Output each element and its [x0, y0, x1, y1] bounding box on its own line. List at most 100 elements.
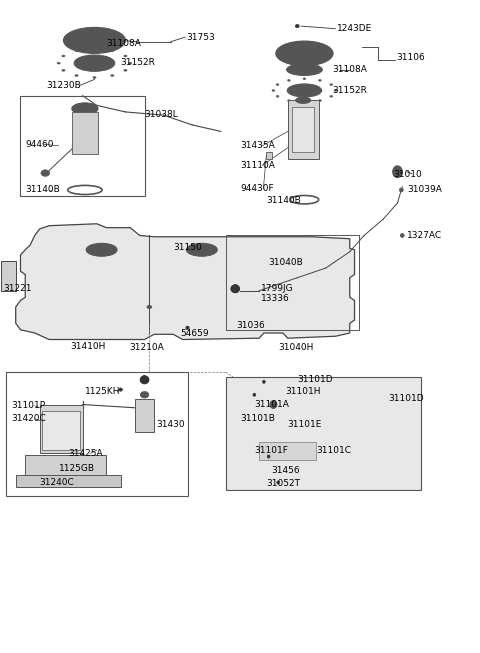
Ellipse shape	[291, 86, 318, 95]
Ellipse shape	[400, 172, 402, 174]
Ellipse shape	[276, 95, 279, 97]
Ellipse shape	[287, 84, 322, 97]
Text: A: A	[141, 375, 148, 385]
Text: 31040H: 31040H	[278, 343, 313, 352]
Ellipse shape	[191, 245, 213, 255]
Ellipse shape	[400, 234, 404, 238]
Text: 94430F: 94430F	[240, 184, 274, 193]
Ellipse shape	[75, 74, 78, 76]
Text: 31108A: 31108A	[332, 65, 367, 74]
Ellipse shape	[330, 84, 333, 86]
Ellipse shape	[399, 188, 403, 192]
Text: 1327AC: 1327AC	[407, 231, 442, 240]
Ellipse shape	[140, 392, 149, 398]
Ellipse shape	[124, 69, 127, 71]
Ellipse shape	[62, 69, 65, 71]
Ellipse shape	[111, 74, 114, 76]
Text: 31101H: 31101H	[285, 387, 321, 396]
Bar	[259, 441, 316, 460]
Text: 31430: 31430	[156, 419, 185, 428]
Text: 31101P: 31101P	[11, 402, 45, 410]
Ellipse shape	[288, 100, 290, 102]
Bar	[226, 236, 360, 330]
Ellipse shape	[124, 55, 127, 57]
PathPatch shape	[1, 261, 16, 291]
Text: 31410H: 31410H	[71, 342, 106, 351]
Ellipse shape	[140, 376, 149, 384]
Bar	[288, 100, 319, 159]
Ellipse shape	[72, 103, 98, 114]
Ellipse shape	[334, 89, 337, 91]
Text: 31101D: 31101D	[388, 394, 423, 402]
Text: 94460: 94460	[25, 140, 54, 149]
Text: 31101E: 31101E	[288, 419, 322, 428]
Ellipse shape	[303, 78, 306, 80]
Ellipse shape	[186, 244, 217, 256]
Ellipse shape	[75, 50, 78, 52]
Ellipse shape	[276, 84, 279, 86]
Text: 31425A: 31425A	[68, 449, 103, 458]
Ellipse shape	[147, 306, 152, 309]
Text: 31039A: 31039A	[407, 185, 442, 195]
Ellipse shape	[319, 80, 322, 82]
Bar	[72, 112, 98, 154]
Ellipse shape	[272, 89, 275, 91]
Bar	[135, 400, 154, 432]
Ellipse shape	[287, 64, 323, 76]
Ellipse shape	[92, 37, 102, 44]
Text: 31101C: 31101C	[316, 445, 351, 454]
Ellipse shape	[57, 62, 60, 64]
Text: 31036: 31036	[237, 321, 265, 330]
Ellipse shape	[93, 76, 96, 78]
Ellipse shape	[303, 101, 306, 103]
Text: 31101D: 31101D	[297, 375, 333, 385]
Ellipse shape	[302, 50, 311, 57]
Ellipse shape	[62, 55, 65, 57]
Text: 54659: 54659	[180, 328, 209, 338]
Text: 31110A: 31110A	[240, 161, 275, 170]
Text: 1125GB: 1125GB	[59, 464, 95, 473]
PathPatch shape	[16, 224, 355, 340]
Text: 31435A: 31435A	[240, 141, 275, 150]
Ellipse shape	[86, 244, 117, 256]
Bar	[16, 475, 120, 487]
Text: 31240C: 31240C	[39, 478, 74, 487]
Text: 1799JG: 1799JG	[261, 284, 293, 293]
Ellipse shape	[393, 166, 402, 178]
Ellipse shape	[319, 100, 322, 102]
Ellipse shape	[296, 97, 311, 103]
Bar	[25, 454, 107, 477]
Text: 31108A: 31108A	[107, 39, 141, 48]
Ellipse shape	[267, 455, 270, 458]
Bar	[6, 372, 188, 496]
Text: 31106: 31106	[396, 53, 425, 62]
Ellipse shape	[129, 62, 132, 64]
Ellipse shape	[253, 393, 256, 396]
Text: 31101F: 31101F	[254, 445, 288, 454]
Text: 31140B: 31140B	[266, 196, 301, 205]
Text: 31152R: 31152R	[332, 86, 367, 95]
Ellipse shape	[41, 170, 49, 176]
Text: 31753: 31753	[187, 33, 216, 42]
Ellipse shape	[91, 245, 112, 255]
Ellipse shape	[277, 481, 280, 484]
Bar	[292, 106, 314, 152]
Text: 31101A: 31101A	[254, 400, 289, 409]
Text: 31101B: 31101B	[240, 415, 275, 423]
Text: 31221: 31221	[3, 284, 32, 293]
Text: 31010: 31010	[394, 170, 422, 180]
Ellipse shape	[74, 55, 115, 71]
Ellipse shape	[119, 388, 122, 391]
Text: 31456: 31456	[271, 466, 300, 475]
Ellipse shape	[288, 80, 290, 82]
Text: 31052T: 31052T	[266, 479, 300, 488]
Bar	[42, 411, 80, 450]
Ellipse shape	[270, 401, 277, 408]
Ellipse shape	[186, 326, 189, 329]
Text: 31420C: 31420C	[11, 415, 46, 423]
Text: 13336: 13336	[261, 294, 289, 303]
Ellipse shape	[276, 41, 333, 66]
Text: 31230B: 31230B	[47, 82, 82, 90]
Ellipse shape	[231, 285, 240, 293]
Ellipse shape	[79, 57, 110, 69]
